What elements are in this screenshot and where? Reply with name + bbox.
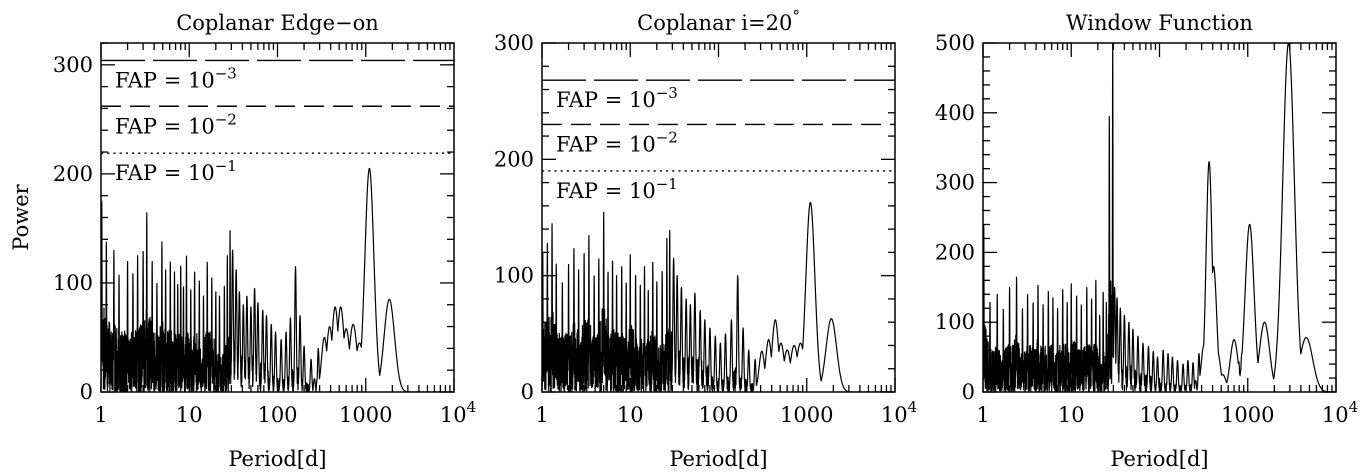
- power-spectrum: [101, 167, 454, 392]
- x-tick-label: 100: [1139, 403, 1179, 427]
- y-tick-label: 200: [494, 147, 534, 171]
- y-tick-label: 100: [53, 271, 93, 295]
- x-tick-label: 10: [617, 403, 644, 427]
- x-tick-label: 1: [535, 403, 548, 427]
- power-spectrum: [983, 43, 1336, 392]
- y-tick-label: 0: [521, 380, 534, 404]
- y-tick-label: 100: [935, 310, 975, 334]
- chart-title: Coplanar i=20°: [637, 7, 800, 35]
- x-tick-label: 1: [976, 403, 989, 427]
- chart-title: Coplanar Edge−on: [176, 11, 379, 35]
- plot-frame: [100, 42, 455, 393]
- x-tick-label: 1000: [1221, 403, 1274, 427]
- y-tick-label: 200: [53, 162, 93, 186]
- fap-label-bg: [113, 162, 268, 187]
- y-tick-label: 300: [53, 53, 93, 77]
- x-tick-label: 10: [1058, 403, 1085, 427]
- x-tick-label: 100: [698, 403, 738, 427]
- fap-label: FAP = 10−2: [556, 128, 678, 156]
- y-tick-label: 200: [935, 240, 975, 264]
- y-tick-label: 100: [494, 264, 534, 288]
- fap-label-bg: [554, 89, 709, 114]
- y-tick-label: 300: [494, 31, 534, 55]
- x-tick-label: 104: [440, 398, 476, 427]
- fap-label-bg: [554, 133, 709, 158]
- x-tick-label: 100: [257, 403, 297, 427]
- y-axis-label: Power: [9, 183, 33, 250]
- x-axis-label: Period[d]: [669, 447, 767, 471]
- x-axis-label: Period[d]: [228, 447, 326, 471]
- chart-title: Window Function: [1066, 11, 1253, 35]
- y-tick-label: 400: [935, 101, 975, 125]
- x-axis-label: Period[d]: [1110, 447, 1208, 471]
- plot-frame: [982, 42, 1337, 393]
- x-tick-label: 1: [94, 403, 107, 427]
- x-tick-label: 10: [176, 403, 203, 427]
- y-tick-label: 300: [935, 171, 975, 195]
- power-spectrum: [542, 201, 895, 392]
- y-tick-label: 0: [962, 380, 975, 404]
- y-tick-label: 500: [935, 31, 975, 55]
- panel-3: 1 10 100 1000 104 0 100 200 300 400 500 Window Func…: [935, 11, 1358, 471]
- x-tick-label: 104: [881, 398, 917, 427]
- fap-label-bg: [113, 115, 268, 140]
- x-tick-label: 1000: [780, 403, 833, 427]
- x-tick-label: 1000: [339, 403, 392, 427]
- fap-label-bg: [554, 179, 709, 204]
- fap-label-bg: [113, 69, 268, 94]
- x-tick-label: 104: [1322, 398, 1358, 427]
- y-tick-label: 0: [80, 380, 93, 404]
